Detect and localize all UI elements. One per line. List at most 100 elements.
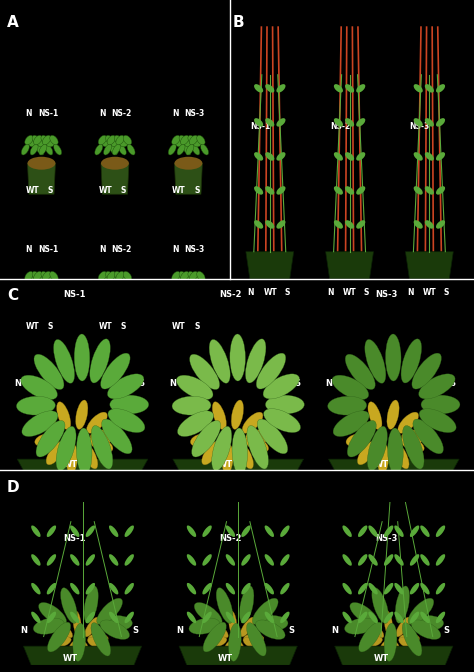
Ellipse shape [419, 409, 456, 433]
Ellipse shape [123, 135, 132, 145]
Ellipse shape [123, 271, 132, 281]
Ellipse shape [254, 186, 263, 195]
Ellipse shape [37, 138, 46, 147]
Ellipse shape [396, 617, 410, 637]
Ellipse shape [372, 588, 389, 624]
Ellipse shape [254, 84, 263, 93]
Ellipse shape [109, 554, 118, 566]
Ellipse shape [226, 554, 235, 566]
Ellipse shape [101, 616, 132, 631]
Ellipse shape [221, 641, 232, 663]
Ellipse shape [100, 353, 130, 389]
Ellipse shape [384, 583, 393, 595]
Ellipse shape [366, 622, 384, 638]
Ellipse shape [55, 622, 73, 638]
Ellipse shape [420, 583, 429, 595]
Ellipse shape [186, 280, 194, 291]
Ellipse shape [378, 444, 389, 474]
Ellipse shape [39, 280, 47, 291]
Text: A: A [7, 15, 18, 30]
Ellipse shape [119, 275, 128, 283]
Text: WT: WT [99, 186, 112, 195]
Ellipse shape [31, 554, 41, 566]
Ellipse shape [436, 612, 445, 623]
Ellipse shape [168, 280, 176, 291]
Ellipse shape [226, 526, 235, 537]
Ellipse shape [264, 409, 301, 433]
Ellipse shape [25, 135, 33, 145]
Ellipse shape [384, 623, 397, 661]
Ellipse shape [25, 271, 33, 281]
Ellipse shape [175, 275, 184, 283]
Ellipse shape [358, 526, 367, 537]
Ellipse shape [398, 412, 419, 433]
Ellipse shape [188, 135, 196, 145]
Ellipse shape [66, 444, 78, 474]
Ellipse shape [280, 554, 290, 566]
Ellipse shape [188, 271, 196, 281]
Ellipse shape [50, 135, 58, 145]
Ellipse shape [172, 396, 211, 415]
Ellipse shape [190, 354, 219, 390]
Ellipse shape [47, 612, 56, 623]
Ellipse shape [181, 135, 189, 145]
Ellipse shape [47, 554, 56, 566]
Ellipse shape [264, 554, 274, 566]
Ellipse shape [334, 118, 343, 126]
Ellipse shape [436, 152, 445, 161]
Ellipse shape [384, 611, 392, 636]
Ellipse shape [191, 433, 215, 447]
Polygon shape [27, 299, 55, 331]
Ellipse shape [22, 411, 58, 437]
Ellipse shape [191, 421, 220, 457]
Text: WT: WT [423, 288, 437, 297]
Ellipse shape [264, 612, 274, 623]
Text: WT: WT [63, 655, 78, 663]
Ellipse shape [186, 144, 194, 155]
Ellipse shape [265, 152, 274, 161]
Ellipse shape [175, 138, 184, 147]
Ellipse shape [76, 400, 88, 429]
Ellipse shape [87, 412, 107, 433]
Ellipse shape [420, 526, 429, 537]
Ellipse shape [436, 186, 445, 195]
Ellipse shape [368, 526, 378, 537]
Text: NS-2: NS-2 [111, 245, 131, 253]
Ellipse shape [240, 617, 255, 637]
Ellipse shape [101, 157, 129, 169]
Text: NS-3: NS-3 [185, 245, 205, 253]
Ellipse shape [392, 641, 403, 665]
Text: C: C [7, 288, 18, 303]
Ellipse shape [37, 275, 46, 283]
Ellipse shape [357, 441, 376, 465]
Text: N: N [25, 245, 32, 253]
Ellipse shape [36, 280, 44, 291]
Text: S: S [444, 626, 450, 635]
Ellipse shape [187, 526, 196, 537]
Polygon shape [179, 646, 297, 665]
Ellipse shape [61, 588, 77, 624]
Ellipse shape [365, 339, 386, 383]
Ellipse shape [342, 612, 352, 623]
Text: NS-1: NS-1 [38, 109, 58, 118]
Ellipse shape [100, 620, 129, 640]
Ellipse shape [73, 623, 86, 661]
Ellipse shape [237, 442, 254, 469]
Ellipse shape [402, 425, 424, 469]
Ellipse shape [112, 280, 120, 291]
Ellipse shape [202, 612, 212, 623]
Ellipse shape [104, 280, 111, 291]
Ellipse shape [425, 186, 434, 195]
Ellipse shape [345, 118, 354, 126]
Ellipse shape [195, 417, 217, 435]
Polygon shape [27, 163, 55, 194]
Ellipse shape [31, 526, 41, 537]
Ellipse shape [46, 138, 55, 147]
Ellipse shape [412, 616, 444, 631]
Ellipse shape [356, 152, 365, 161]
Ellipse shape [114, 271, 123, 281]
Ellipse shape [74, 334, 90, 381]
Polygon shape [335, 646, 453, 665]
Ellipse shape [394, 554, 404, 566]
Ellipse shape [112, 144, 120, 155]
